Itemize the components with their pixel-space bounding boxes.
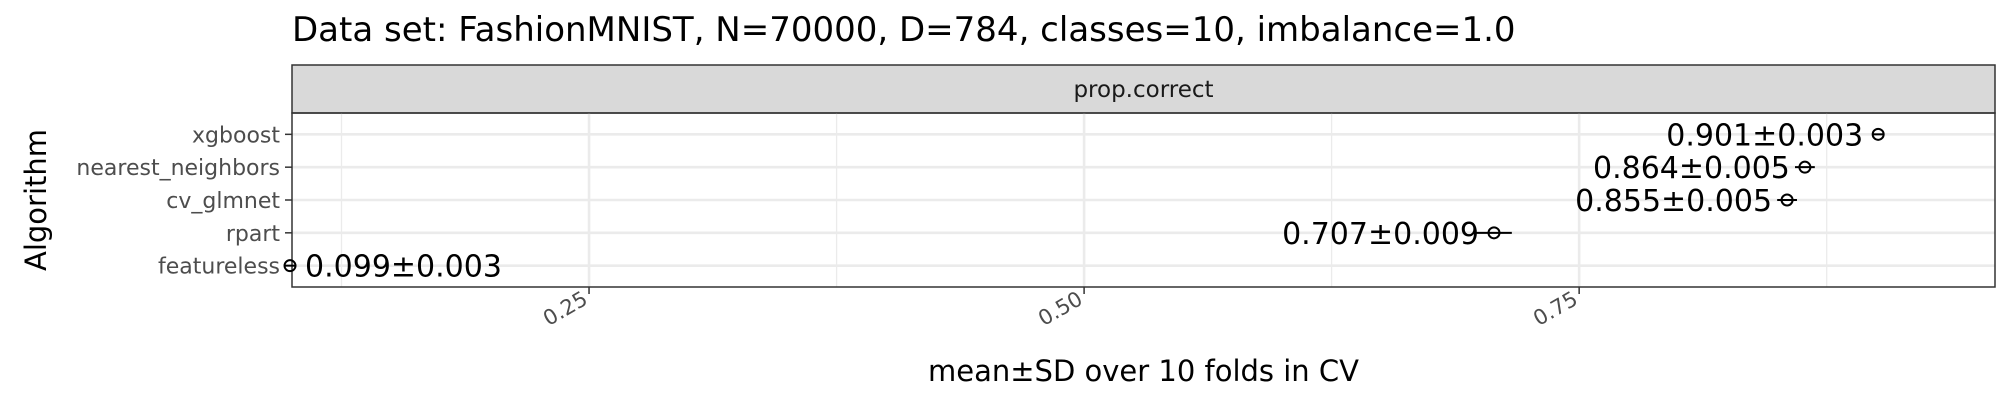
x-tick-label: 0.25 <box>539 287 592 331</box>
y-axis-label: Algorithm <box>19 129 53 271</box>
data-label: 0.864±0.005 <box>1593 151 1790 186</box>
x-axis-label: mean±SD over 10 folds in CV <box>928 354 1359 388</box>
y-tick-label: cv_glmnet <box>166 189 280 214</box>
mean-point <box>1487 226 1501 240</box>
data-label: 0.707±0.009 <box>1282 217 1479 252</box>
y-tick-label: xgboost <box>192 123 280 148</box>
facet-strip-label: prop.correct <box>1073 77 1213 103</box>
y-tick-label: rpart <box>226 222 281 247</box>
y-tick-label: nearest_neighbors <box>76 156 280 181</box>
facet-strip <box>291 64 1996 114</box>
data-label: 0.855±0.005 <box>1575 184 1772 219</box>
y-tick-label: featureless <box>158 255 280 280</box>
data-label: 0.901±0.003 <box>1666 118 1863 153</box>
grid-lines <box>292 113 1995 287</box>
chart-title: Data set: FashionMNIST, N=70000, D=784, … <box>292 10 1516 50</box>
mean-point <box>283 259 297 273</box>
x-axis: 0.25 0.50 0.75 <box>539 287 1582 331</box>
x-tick-label: 0.50 <box>1034 287 1087 331</box>
mean-point <box>1780 193 1794 207</box>
x-tick-label: 0.75 <box>1529 287 1582 331</box>
mean-point <box>1871 127 1885 141</box>
mean-point <box>1798 160 1812 174</box>
data-label: 0.099±0.003 <box>305 250 502 285</box>
